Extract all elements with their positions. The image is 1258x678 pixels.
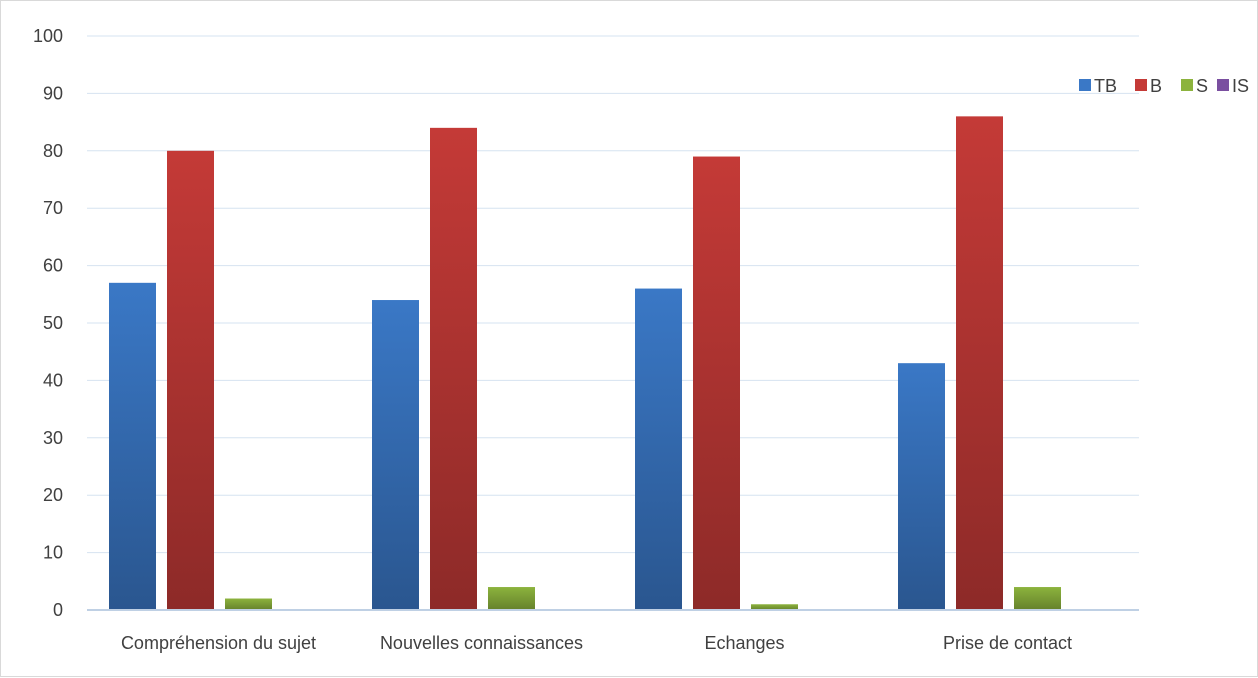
bar-b-4 — [956, 116, 1003, 611]
y-tick-label: 60 — [43, 256, 63, 276]
y-tick-label: 0 — [53, 600, 63, 620]
bar-s-2 — [488, 587, 535, 610]
y-tick-label: 10 — [43, 543, 63, 563]
y-axis-ticks: 0 10 20 30 40 50 60 70 80 90 100 — [33, 26, 63, 620]
x-category-label: Prise de contact — [943, 633, 1072, 653]
bar-b-1 — [167, 150, 214, 611]
x-category-label: Compréhension du sujet — [121, 633, 316, 653]
bar-tb-2 — [372, 300, 419, 610]
y-tick-label: 30 — [43, 428, 63, 448]
y-tick-label: 90 — [43, 83, 63, 103]
y-tick-label: 20 — [43, 485, 63, 505]
x-axis-categories: Compréhension du sujet Nouvelles connaiss… — [121, 633, 1072, 653]
bar-s-3 — [751, 604, 798, 610]
y-tick-label: 50 — [43, 313, 63, 333]
bars — [109, 116, 1061, 611]
bar-tb-1 — [109, 282, 156, 610]
x-category-label: Nouvelles connaissances — [380, 633, 583, 653]
bar-b-3 — [693, 156, 740, 611]
bar-s-1 — [225, 598, 272, 610]
gridlines — [87, 35, 1139, 554]
bar-b-2 — [430, 127, 477, 610]
legend-label-b: B — [1150, 76, 1162, 96]
legend-label-s: S — [1196, 76, 1208, 96]
legend-label-tb: TB — [1094, 76, 1117, 96]
bar-tb-3 — [635, 288, 682, 610]
y-tick-label: 70 — [43, 198, 63, 218]
x-category-label: Echanges — [704, 633, 784, 653]
legend-swatch-s — [1181, 79, 1193, 91]
legend-swatch-b — [1135, 79, 1147, 91]
y-tick-label: 40 — [43, 370, 63, 390]
y-tick-label: 80 — [43, 141, 63, 161]
bar-tb-4 — [898, 363, 945, 610]
legend: TB B S IS — [1079, 76, 1249, 96]
legend-label-is: IS — [1232, 76, 1249, 96]
y-tick-label: 100 — [33, 26, 63, 46]
legend-swatch-is — [1217, 79, 1229, 91]
bar-s-4 — [1014, 587, 1061, 610]
legend-swatch-tb — [1079, 79, 1091, 91]
